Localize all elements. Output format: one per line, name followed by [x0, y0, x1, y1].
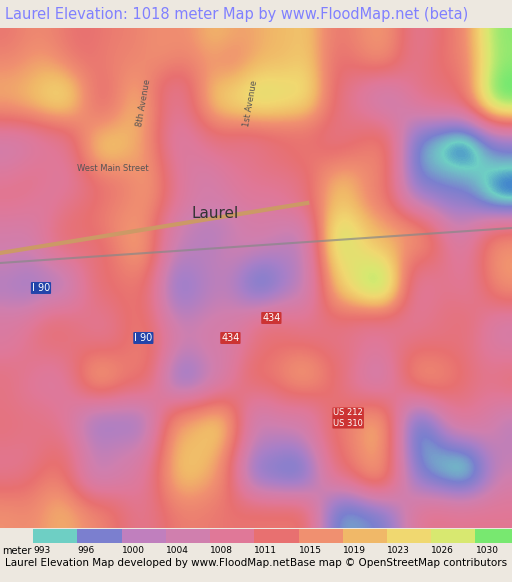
Text: I 90: I 90 — [134, 333, 153, 343]
Text: 1026: 1026 — [431, 545, 454, 555]
FancyBboxPatch shape — [210, 530, 254, 543]
Text: 8th Avenue: 8th Avenue — [135, 79, 152, 127]
Text: meter: meter — [3, 545, 32, 556]
FancyBboxPatch shape — [33, 530, 77, 543]
FancyBboxPatch shape — [476, 530, 512, 543]
FancyBboxPatch shape — [254, 530, 298, 543]
FancyBboxPatch shape — [298, 530, 343, 543]
FancyBboxPatch shape — [122, 530, 166, 543]
Text: 996: 996 — [77, 545, 95, 555]
Text: Laurel: Laurel — [191, 205, 239, 221]
Text: Base map © OpenStreetMap contributors: Base map © OpenStreetMap contributors — [290, 558, 507, 568]
Text: 1008: 1008 — [210, 545, 233, 555]
Text: 1015: 1015 — [298, 545, 322, 555]
Text: 1023: 1023 — [387, 545, 410, 555]
FancyBboxPatch shape — [343, 530, 387, 543]
Text: Laurel Elevation Map developed by www.FloodMap.net: Laurel Elevation Map developed by www.Fl… — [5, 558, 290, 568]
Text: 1030: 1030 — [476, 545, 499, 555]
Text: 434: 434 — [262, 313, 281, 323]
Text: 993: 993 — [33, 545, 51, 555]
Text: 1000: 1000 — [122, 545, 145, 555]
FancyBboxPatch shape — [431, 530, 476, 543]
Text: West Main Street: West Main Street — [77, 164, 148, 172]
FancyBboxPatch shape — [387, 530, 431, 543]
Text: 1011: 1011 — [254, 545, 278, 555]
Text: I 90: I 90 — [32, 283, 50, 293]
FancyBboxPatch shape — [77, 530, 122, 543]
Text: 434: 434 — [221, 333, 240, 343]
Text: US 212
US 310: US 212 US 310 — [333, 409, 363, 428]
Text: 1019: 1019 — [343, 545, 366, 555]
Text: Laurel Elevation: 1018 meter Map by www.FloodMap.net (beta): Laurel Elevation: 1018 meter Map by www.… — [5, 6, 468, 22]
Text: 1004: 1004 — [166, 545, 189, 555]
Text: 1st Avenue: 1st Avenue — [242, 79, 260, 127]
FancyBboxPatch shape — [166, 530, 210, 543]
